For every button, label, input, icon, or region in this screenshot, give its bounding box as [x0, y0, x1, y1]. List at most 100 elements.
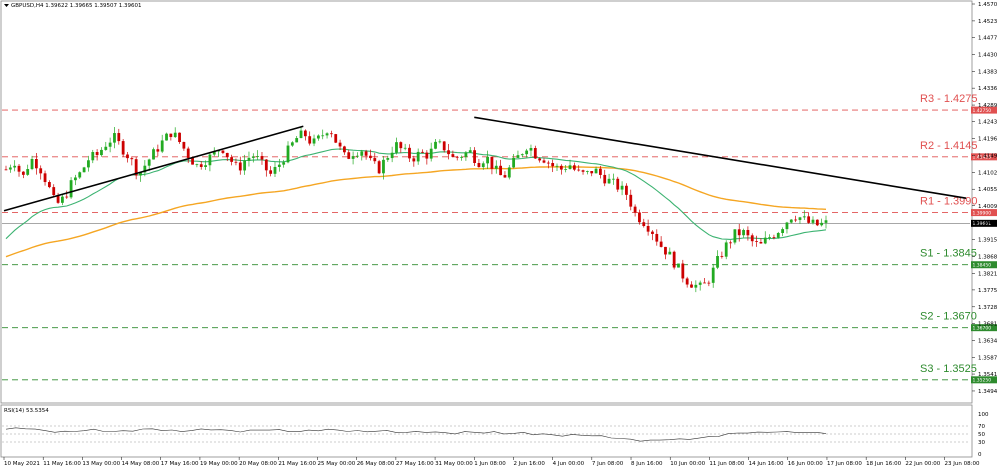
- candle-bull: [152, 149, 155, 160]
- candle-bull: [568, 165, 572, 169]
- chart-header: GBPUSD,H4 1.39622 1.39665 1.39507 1.3960…: [4, 3, 141, 9]
- candle-bear: [329, 133, 333, 135]
- trendline-downtrend: [474, 116, 967, 199]
- candle-bear: [34, 159, 38, 169]
- candle-bear: [4, 169, 8, 171]
- level-price-tag-text: 1.42750: [973, 108, 992, 114]
- candle-bull: [668, 251, 672, 255]
- candle-bull: [512, 157, 516, 168]
- candle-bear: [655, 233, 659, 242]
- x-tick-label: 27 May 16:00: [396, 461, 434, 467]
- candle-bear: [17, 165, 21, 172]
- candle-bull: [585, 171, 589, 172]
- y-tick-label: 1.3915: [978, 238, 998, 244]
- candle-bear: [603, 174, 607, 184]
- rsi-line: [5, 427, 827, 442]
- candle-bull: [312, 138, 316, 144]
- candle-bull: [733, 229, 737, 243]
- level-price-tag-text: 1.35250: [973, 378, 992, 384]
- current-price-tag: [971, 219, 997, 227]
- rsi-tick-label: 50: [978, 432, 985, 438]
- candle-bull: [256, 156, 260, 157]
- candle-bear: [260, 156, 264, 160]
- level-price-tag-r3: [971, 106, 997, 114]
- candle-bull: [61, 196, 64, 203]
- candle-bull: [30, 159, 34, 170]
- candle-bull: [195, 164, 199, 166]
- candle-bull: [208, 154, 212, 166]
- candle-bull: [781, 229, 785, 234]
- candle-bull: [390, 152, 394, 159]
- candle-bear: [546, 162, 550, 164]
- x-tick-label: 20 May 08:00: [239, 461, 277, 467]
- rsi-tick-label: 0: [978, 452, 982, 458]
- x-tick-label: 31 May 00:00: [435, 461, 473, 467]
- y-tick-label: 1.3728: [978, 305, 998, 311]
- rsi-tick-label: 100: [978, 412, 989, 418]
- candle-bull: [776, 233, 780, 238]
- candle-bull: [481, 163, 485, 168]
- candle-bear: [559, 165, 563, 170]
- candle-bull: [247, 157, 251, 161]
- candle-bear: [156, 149, 160, 152]
- candle-bull: [416, 151, 420, 162]
- candle-bear: [455, 156, 459, 158]
- x-tick-label: 1 Jun 08:00: [474, 461, 506, 467]
- candles: [4, 127, 828, 293]
- candle-bear: [334, 134, 338, 143]
- candle-bull: [516, 155, 520, 158]
- candle-bull: [785, 222, 789, 230]
- ema-slow-line: [5, 166, 827, 258]
- candle-bear: [191, 157, 194, 165]
- candle-bull: [165, 133, 168, 141]
- candle-bear: [421, 151, 424, 153]
- candle-bear: [238, 162, 242, 171]
- rsi-header: RSI(14) 53.5354: [4, 408, 49, 414]
- candle-bear: [442, 141, 446, 151]
- y-tick-label: 1.3541: [978, 372, 997, 378]
- candle-bear: [373, 158, 377, 162]
- candle-bear: [598, 168, 602, 175]
- x-tick-label: 8 Jun 16:00: [631, 461, 663, 467]
- rsi-tick-label: 30: [978, 440, 985, 446]
- candle-bear: [664, 246, 667, 255]
- x-tick-label: 11 Jun 08:00: [709, 461, 744, 467]
- candle-bull: [386, 158, 390, 160]
- x-tick-label: 14 Jun 16:00: [749, 461, 784, 467]
- x-tick-label: 22 Jun 00:00: [905, 461, 940, 467]
- candle-bear: [182, 142, 186, 149]
- candle-bear: [633, 206, 637, 213]
- y-tick-label: 1.3962: [978, 221, 997, 227]
- x-tick-label: 16 Jun 00:00: [788, 461, 823, 467]
- collapse-triangle-icon[interactable]: [4, 4, 9, 7]
- y-tick-label: 1.3681: [978, 322, 997, 328]
- level-price-tag-r2: [971, 153, 997, 161]
- candle-bull: [143, 165, 147, 173]
- candle-bear: [199, 164, 203, 167]
- candle-bull: [802, 216, 806, 218]
- candle-bull: [8, 167, 12, 170]
- candle-bear: [121, 141, 125, 155]
- candle-bull: [824, 220, 828, 223]
- candle-bear: [364, 151, 368, 156]
- candle-bear: [572, 165, 576, 170]
- rsi-label: RSI(14) 53.5354: [4, 408, 49, 414]
- candle-bull: [395, 142, 398, 153]
- candle-bull: [316, 135, 320, 139]
- candle-bear: [408, 147, 411, 159]
- level-price-tag-text: 1.38450: [973, 262, 992, 268]
- candle-bear: [369, 155, 372, 159]
- x-tick-label: 17 Jun 08:00: [827, 461, 862, 467]
- candle-bull: [768, 237, 771, 238]
- candle-bear: [130, 158, 134, 160]
- candle-bear: [308, 136, 312, 144]
- trendline-uptrend: [3, 125, 304, 212]
- candle-bull: [811, 219, 815, 223]
- candle-bear: [581, 170, 585, 172]
- candle-bear: [703, 282, 706, 284]
- level-price-tag-text: 1.36700: [973, 325, 992, 331]
- y-tick-label: 1.4055: [978, 187, 998, 193]
- candle-bull: [716, 256, 719, 268]
